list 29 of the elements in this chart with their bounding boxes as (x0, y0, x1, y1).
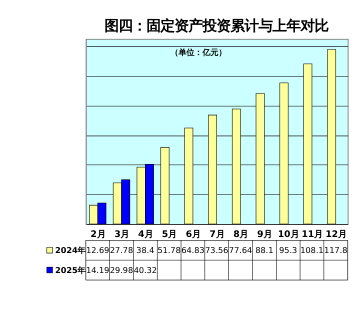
x-tick-label: 3月 (114, 229, 130, 240)
chart-title: 图四：固定资产投资累计与上年对比 (104, 18, 329, 35)
data-label: 38.4 (136, 244, 154, 255)
x-tick-label: 4月 (138, 229, 154, 240)
x-tick-label: 11月 (302, 229, 324, 240)
legend-label: 2024年 (55, 244, 86, 255)
data-label: 14.19 (86, 264, 110, 275)
x-tick-label: 8月 (233, 229, 249, 240)
data-label: 117.8 (324, 244, 348, 255)
legend-label: 2025年 (55, 264, 86, 275)
data-label: 108.1 (300, 244, 324, 255)
data-label: 12.69 (86, 244, 110, 255)
x-tick-label: 10月 (278, 229, 300, 240)
x-tick-label: 2月 (90, 229, 106, 240)
data-label: 40.32 (134, 264, 157, 275)
data-label: 64.83 (181, 244, 205, 255)
x-tick-label: 9月 (257, 229, 272, 240)
data-label: 73.56 (205, 244, 228, 255)
x-tick-label: 7月 (210, 229, 225, 240)
data-label: 95.3 (279, 244, 298, 255)
x-tick-label: 6月 (186, 229, 202, 240)
data-label: 77.64 (228, 244, 252, 255)
x-tick-label: 12月 (325, 229, 347, 240)
text: （单位：亿元） (170, 47, 227, 58)
data-label: 27.78 (110, 244, 134, 255)
data-label: 51.78 (158, 244, 181, 255)
x-tick-label: 5月 (162, 229, 178, 240)
data-label: 88.1 (255, 244, 274, 255)
data-label: 29.98 (110, 264, 134, 275)
